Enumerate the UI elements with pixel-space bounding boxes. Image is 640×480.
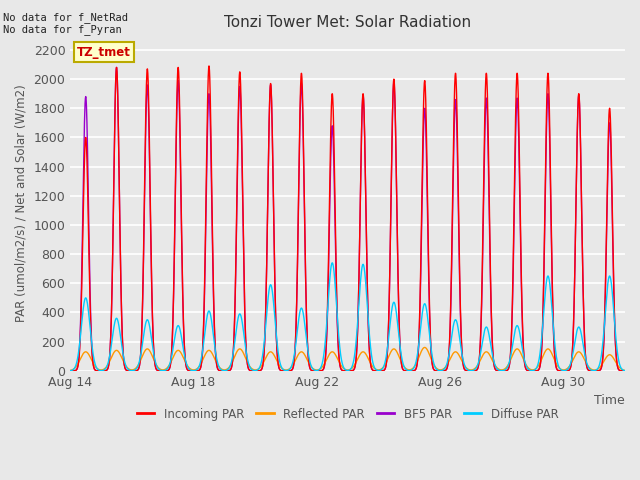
Legend: Incoming PAR, Reflected PAR, BF5 PAR, Diffuse PAR: Incoming PAR, Reflected PAR, BF5 PAR, Di… bbox=[132, 403, 563, 425]
Title: Tonzi Tower Met: Solar Radiation: Tonzi Tower Met: Solar Radiation bbox=[224, 15, 471, 30]
Text: No data for f_NetRad
No data for f_Pyran: No data for f_NetRad No data for f_Pyran bbox=[3, 12, 128, 36]
Text: TZ_tmet: TZ_tmet bbox=[77, 46, 131, 59]
Y-axis label: PAR (umol/m2/s) / Net and Solar (W/m2): PAR (umol/m2/s) / Net and Solar (W/m2) bbox=[15, 84, 28, 322]
X-axis label: Time: Time bbox=[595, 394, 625, 407]
